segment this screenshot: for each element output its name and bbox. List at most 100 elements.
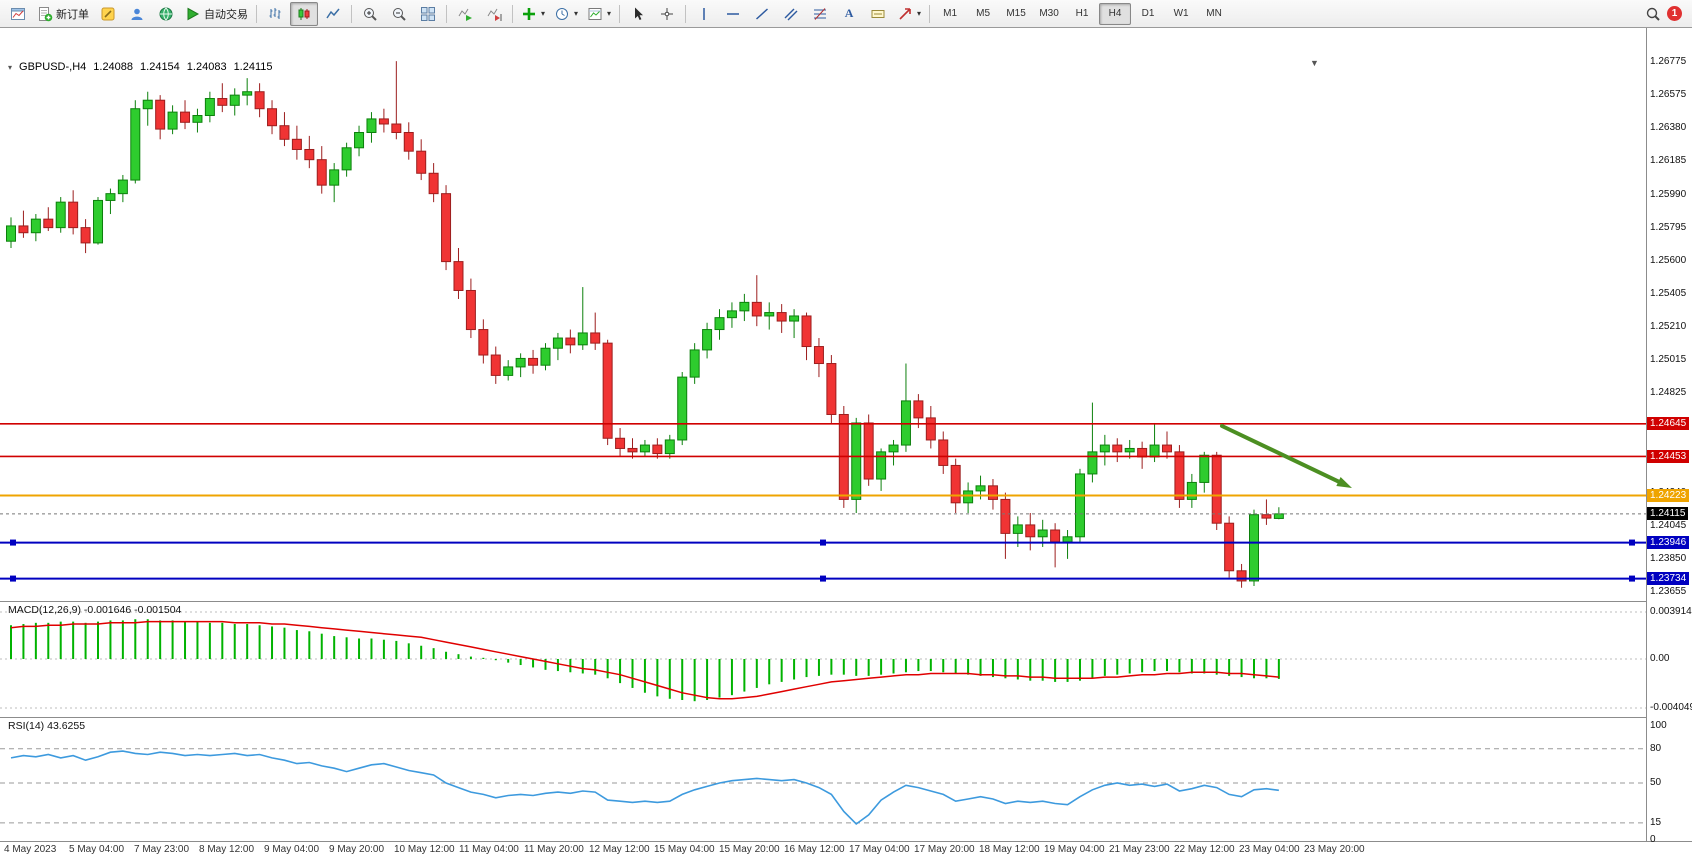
price-axis-label: 1.26575	[1650, 89, 1687, 101]
community-button[interactable]	[123, 2, 151, 26]
macd-indicator-pane[interactable]	[0, 602, 1646, 717]
time-axis-label: 11 May 20:00	[524, 844, 584, 855]
candle-body	[1124, 447, 1135, 453]
separator	[351, 4, 352, 23]
templates-button[interactable]: ▾	[583, 2, 615, 26]
chevron-down-icon[interactable]: ▾	[917, 9, 922, 18]
price-tag: 1.24645	[1647, 417, 1690, 431]
timeframe-m5-button[interactable]: M5	[976, 8, 991, 19]
candle-body	[764, 312, 775, 317]
zoom-in-button[interactable]	[356, 2, 384, 26]
candle-body	[751, 301, 762, 317]
candle-body	[1012, 524, 1023, 534]
new-order-button[interactable]: 新订单	[33, 2, 93, 26]
trendline-icon	[756, 7, 769, 20]
fibonacci-button[interactable]	[806, 2, 834, 26]
timeframe-w1-button[interactable]: W1	[1173, 8, 1189, 19]
periods-button[interactable]: ▾	[550, 2, 582, 26]
toolbar: 新订单 自动交易 ▾ ▾	[0, 0, 1692, 28]
candle-body	[229, 94, 240, 106]
candle-body	[1149, 444, 1160, 458]
timeframe-m30-button[interactable]: M30	[1039, 8, 1059, 19]
time-axis-label: 18 May 12:00	[979, 844, 1040, 855]
separator	[256, 4, 257, 23]
candle-body	[876, 451, 887, 480]
timeframe-d1-button[interactable]: D1	[1141, 8, 1155, 19]
horizontal-line-button[interactable]	[719, 2, 747, 26]
price-axis[interactable]: 1.26775 1.26575 1.26380 1.26185 1.25990 1.257…	[1647, 28, 1692, 845]
channel-button[interactable]	[777, 2, 805, 26]
candle-body	[366, 118, 377, 133]
chart-shift-marker-icon[interactable]: ▼	[1310, 58, 1319, 68]
candle-body	[80, 227, 91, 244]
candle-body	[602, 342, 613, 439]
template-icon	[588, 7, 602, 20]
new-order-label: 新订单	[56, 8, 89, 21]
market-button[interactable]	[152, 2, 180, 26]
zoom-out-button[interactable]	[385, 2, 413, 26]
price-axis-label: 1.25795	[1650, 221, 1687, 233]
time-axis[interactable]: 4 May 2023 5 May 04:00 7 May 23:00 8 May 12…	[0, 843, 1646, 859]
text-button[interactable]: A	[835, 2, 863, 26]
chart-shift-button[interactable]	[480, 2, 508, 26]
tile-windows-button[interactable]	[414, 2, 442, 26]
candle-body	[577, 332, 588, 346]
candle-body	[888, 444, 899, 453]
ohlc-low: 1.24083	[186, 61, 227, 73]
separator	[446, 4, 447, 23]
bar-chart-button[interactable]	[261, 2, 289, 26]
chevron-down-icon[interactable]: ▾	[607, 9, 612, 18]
current-price-tag: 1.24115	[1647, 507, 1689, 521]
indicators-button[interactable]: ▾	[517, 2, 549, 26]
candle-body	[1062, 536, 1073, 543]
pane-divider	[0, 841, 1692, 842]
time-axis-label: 11 May 04:00	[459, 844, 519, 855]
price-axis-label: 1.25990	[1650, 188, 1687, 200]
pane-divider[interactable]	[0, 717, 1692, 718]
candle-body	[950, 464, 961, 504]
timeframe-m15-button[interactable]: M15	[1006, 8, 1026, 19]
candle-body	[639, 444, 650, 453]
crosshair-button[interactable]	[653, 2, 681, 26]
price-axis-label: 1.25600	[1650, 254, 1687, 266]
candlestick-chart-button[interactable]	[290, 1, 318, 26]
candle-body	[142, 99, 153, 110]
new-chart-button[interactable]	[4, 2, 32, 26]
arrows-button[interactable]: ▾	[893, 2, 925, 26]
pane-divider[interactable]	[0, 601, 1692, 602]
candle-body	[43, 218, 54, 229]
candle-body	[1074, 473, 1085, 538]
chevron-down-icon[interactable]: ▾	[574, 9, 579, 18]
chevron-down-icon[interactable]: ▾	[541, 9, 546, 18]
candle-body	[329, 169, 340, 186]
auto-scroll-button[interactable]	[451, 2, 479, 26]
autotrading-play-icon	[187, 7, 200, 20]
timeframe-h1-button[interactable]: H1	[1075, 8, 1089, 19]
candle-body	[590, 332, 601, 344]
rsi-indicator-pane[interactable]	[0, 718, 1646, 841]
timeframe-m1-button[interactable]: M1	[943, 8, 958, 19]
line-chart-button[interactable]	[319, 2, 347, 26]
indicators-plus-icon	[523, 7, 535, 20]
candle-body	[93, 199, 104, 244]
main-price-chart[interactable]	[0, 28, 1646, 601]
trendline-button[interactable]	[748, 2, 776, 26]
price-tag: 1.24223	[1647, 489, 1690, 502]
timeframe-h4-button[interactable]: H4	[1099, 2, 1132, 25]
macd-signal-line	[10, 620, 1279, 700]
notification-badge[interactable]: 1	[1667, 6, 1682, 21]
cursor-button[interactable]	[624, 2, 652, 26]
candle-body	[776, 312, 787, 322]
time-axis-label: 9 May 04:00	[264, 844, 320, 855]
autotrading-button[interactable]: 自动交易	[181, 2, 252, 26]
candle-body	[702, 329, 713, 351]
text-label-button[interactable]	[864, 2, 892, 26]
one-click-trading-toggle[interactable]: ▾	[8, 62, 13, 72]
rsi-line	[10, 750, 1279, 826]
timeframe-mn-button[interactable]: MN	[1206, 8, 1222, 19]
tile-windows-icon	[421, 6, 435, 21]
vertical-line-button[interactable]	[690, 2, 718, 26]
vertical-line-icon	[703, 7, 705, 20]
metaeditor-button[interactable]	[94, 2, 122, 26]
search-icon[interactable]	[1645, 6, 1661, 22]
